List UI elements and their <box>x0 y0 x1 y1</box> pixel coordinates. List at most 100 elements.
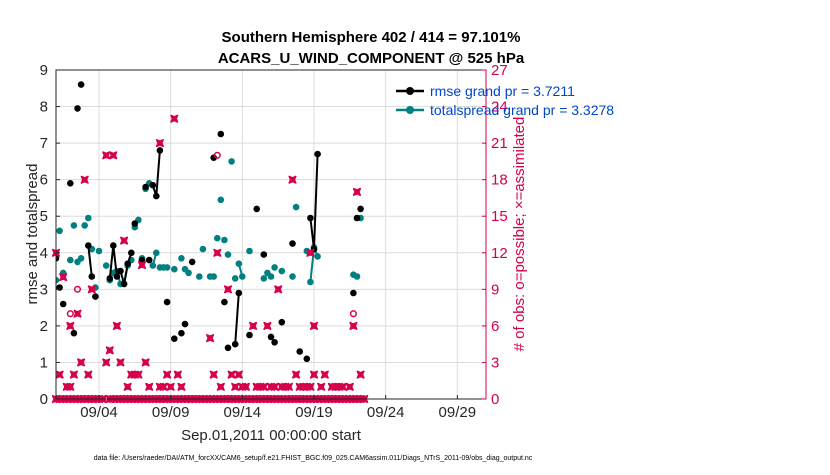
obs-assimilated-point <box>309 321 319 330</box>
obs-assimilated-marker-shape <box>116 358 125 367</box>
y-right-tick-label: 12 <box>491 245 508 262</box>
spread-point <box>199 245 207 253</box>
rmse-point <box>120 280 128 288</box>
obs-assimilated-point <box>292 370 301 379</box>
obs-assimilated-point <box>177 382 186 391</box>
spread-point <box>314 253 321 260</box>
obs-possible-point <box>213 151 221 159</box>
spread-point <box>271 264 278 271</box>
obs-assimilated-point <box>170 114 179 123</box>
obs-assimilated-point <box>66 382 75 391</box>
y-tick-label: 5 <box>40 208 48 225</box>
rmse-point <box>188 258 196 266</box>
obs-assimilated-point <box>123 382 132 391</box>
rmse-point <box>289 240 296 247</box>
obs-assimilated-point <box>77 358 86 367</box>
obs-assimilated-marker-shape <box>73 309 82 318</box>
spread-point <box>196 273 203 280</box>
obs-assimilated-marker-shape <box>309 321 319 330</box>
obs-assimilated-point <box>213 248 222 257</box>
obs-assimilated-marker-shape <box>77 358 86 367</box>
spread-point <box>81 222 88 229</box>
y-axis-label: rmse and totalspread <box>24 164 41 305</box>
obs-assimilated-marker-shape <box>69 370 78 379</box>
obs-assimilated-marker-shape <box>173 370 182 379</box>
chart-title: Southern Hemisphere 402 / 414 = 97.101% <box>222 29 521 46</box>
spread-point <box>56 276 60 284</box>
legend-spread-marker <box>406 106 414 114</box>
rmse-point <box>217 130 225 138</box>
obs-assimilated-marker-shape <box>177 382 186 391</box>
obs-assimilated-point <box>80 175 89 184</box>
obs-assimilated-marker-shape <box>141 358 150 367</box>
obs-assimilated-marker-shape <box>209 370 218 379</box>
obs-assimilated-point <box>155 139 164 148</box>
x-tick-label: 09/09 <box>152 404 190 421</box>
obs-assimilated-marker-shape <box>134 370 143 379</box>
rmse-point <box>307 214 314 222</box>
obs-assimilated-point <box>166 382 175 391</box>
rmse-point <box>210 154 217 161</box>
rmse-point <box>124 260 131 268</box>
rmse-point <box>145 256 153 264</box>
rmse-point <box>224 344 232 352</box>
obs-assimilated-marker-shape <box>309 370 319 379</box>
obs-assimilated-marker-shape <box>59 273 68 282</box>
rmse-point <box>246 331 253 339</box>
rmse-point <box>131 220 139 227</box>
rmse-point <box>85 242 92 249</box>
spread-point <box>85 214 92 222</box>
obs-assimilated-marker-shape <box>163 370 172 379</box>
obs-assimilated-marker-shape <box>84 370 93 379</box>
chart-subtitle: ACARS_U_WIND_COMPONENT @ 525 hPa <box>218 50 525 67</box>
rmse-point <box>271 339 278 346</box>
obs-assimilated-point <box>234 370 243 379</box>
obs-assimilated-marker-shape <box>317 382 326 391</box>
obs-assimilated-point <box>231 382 240 391</box>
rmse-point <box>231 340 239 348</box>
rmse-point <box>178 329 185 337</box>
obs-series <box>51 114 369 404</box>
spread-point <box>214 234 221 242</box>
spread-point <box>224 251 232 258</box>
obs-assimilated-marker-shape <box>105 346 114 355</box>
obs-assimilated-point <box>59 273 68 282</box>
obs-assimilated-marker-shape <box>102 358 111 367</box>
spread-point <box>102 262 110 269</box>
obs-assimilated-marker-shape <box>270 382 279 391</box>
legend-rmse-marker <box>406 87 414 95</box>
obs-assimilated-point <box>163 370 172 379</box>
obs-assimilated-marker-shape <box>66 382 75 391</box>
obs-assimilated-marker-shape <box>231 382 240 391</box>
obs-assimilated-point <box>306 248 315 257</box>
obs-assimilated-point <box>209 370 218 379</box>
legend-entry-rmse: rmse grand pr = 3.7211 <box>430 83 575 99</box>
obs-assimilated-point <box>159 382 168 391</box>
obs-assimilated-marker-shape <box>206 334 215 343</box>
spread-point <box>221 236 228 244</box>
obs-assimilated-point <box>352 187 362 196</box>
y-right-tick-label: 6 <box>491 318 499 335</box>
obs-assimilated-marker-shape <box>227 370 236 379</box>
obs-assimilated-point <box>105 346 114 355</box>
obs-assimilated-marker-shape <box>306 248 315 257</box>
y-right-tick-label: 3 <box>491 354 499 371</box>
spread-point <box>228 158 235 165</box>
rmse-point <box>56 255 60 262</box>
spread-point <box>235 260 243 268</box>
obs-assimilated-point <box>87 285 96 294</box>
rmse-point <box>67 180 74 187</box>
obs-assimilated-marker-shape <box>166 382 175 391</box>
rmse-point <box>267 333 275 341</box>
obs-assimilated-point <box>356 370 365 379</box>
rmse-point <box>253 205 260 213</box>
spread-point <box>239 273 246 280</box>
obs-assimilated-point <box>263 321 272 330</box>
obs-assimilated-marker-shape <box>274 285 283 294</box>
y-right-tick-label: 18 <box>491 172 508 189</box>
y-right-tick-label: 15 <box>491 208 508 225</box>
x-axis-label: Sep.01,2011 00:00:00 start <box>181 427 362 444</box>
rmse-point <box>350 289 357 297</box>
rmse-point <box>128 249 135 257</box>
obs-assimilated-marker-shape <box>284 382 293 391</box>
